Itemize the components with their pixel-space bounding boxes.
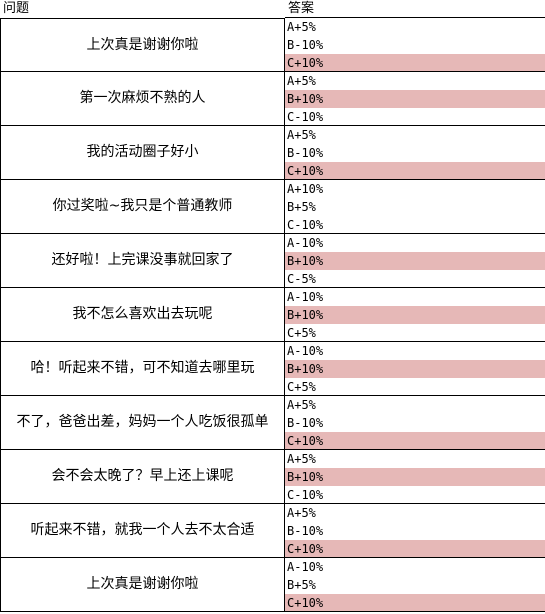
question-cell: 上次真是谢谢你啦 bbox=[0, 18, 285, 72]
answer-cell: B+10% bbox=[285, 306, 545, 324]
answer-cell: C-10% bbox=[285, 486, 545, 504]
question-cell: 上次真是谢谢你啦 bbox=[0, 558, 285, 612]
answer-cell: A+5% bbox=[287, 74, 316, 88]
header-question: 问题 bbox=[3, 1, 30, 16]
answer-cell: A+5% bbox=[287, 452, 316, 466]
question-cell: 不了，爸爸出差，妈妈一个人吃饭很孤单 bbox=[0, 396, 285, 450]
answer-cell: B-10% bbox=[287, 416, 324, 430]
answer-cell: B+5% bbox=[287, 578, 316, 592]
answer-cell: C-10% bbox=[285, 216, 545, 234]
answer-cell: A-10% bbox=[287, 560, 324, 574]
answer-cell: B+10% bbox=[285, 252, 545, 270]
answer-cell: C+5% bbox=[285, 324, 545, 342]
question-cell: 第一次麻烦不熟的人 bbox=[0, 72, 285, 126]
answer-cell: C-5% bbox=[285, 270, 545, 288]
answer-cell: C+10% bbox=[285, 162, 545, 180]
answer-cell: B-10% bbox=[287, 524, 324, 538]
answer-cell: C-10% bbox=[285, 108, 545, 126]
question-cell: 听起来不错，就我一个人去不太合适 bbox=[0, 504, 285, 558]
answer-cell: B+10% bbox=[285, 468, 545, 486]
answer-cell: A+5% bbox=[287, 128, 316, 142]
answer-cell: C+10% bbox=[285, 540, 545, 558]
answer-cell: B+10% bbox=[285, 360, 545, 378]
answer-cell: A+10% bbox=[287, 182, 324, 196]
answer-cell: A+5% bbox=[287, 398, 316, 412]
answer-cell: C+10% bbox=[285, 594, 545, 612]
question-cell: 会不会太晚了？早上还上课呢 bbox=[0, 450, 285, 504]
answer-cell: B-10% bbox=[287, 38, 324, 52]
question-cell: 你过奖啦~我只是个普通教师 bbox=[0, 180, 285, 234]
answer-cell: A-10% bbox=[287, 236, 324, 250]
answer-cell: B+5% bbox=[287, 200, 316, 214]
header-answer: 答案 bbox=[285, 0, 545, 18]
answer-cell: B-10% bbox=[287, 146, 324, 160]
answer-cell: A-10% bbox=[287, 344, 324, 358]
answer-cell: A+5% bbox=[287, 506, 316, 520]
question-cell: 我不怎么喜欢出去玩呢 bbox=[0, 288, 285, 342]
answer-cell: C+10% bbox=[285, 54, 545, 72]
question-cell: 我的活动圈子好小 bbox=[0, 126, 285, 180]
answer-cell: B+10% bbox=[285, 90, 545, 108]
answer-cell: C+5% bbox=[285, 378, 545, 396]
answer-cell: A+5% bbox=[287, 20, 316, 34]
answer-cell: A-10% bbox=[287, 290, 324, 304]
question-cell: 哈！听起来不错，可不知道去哪里玩 bbox=[0, 342, 285, 396]
question-cell: 还好啦！上完课没事就回家了 bbox=[0, 234, 285, 288]
answer-cell: C+10% bbox=[285, 432, 545, 450]
